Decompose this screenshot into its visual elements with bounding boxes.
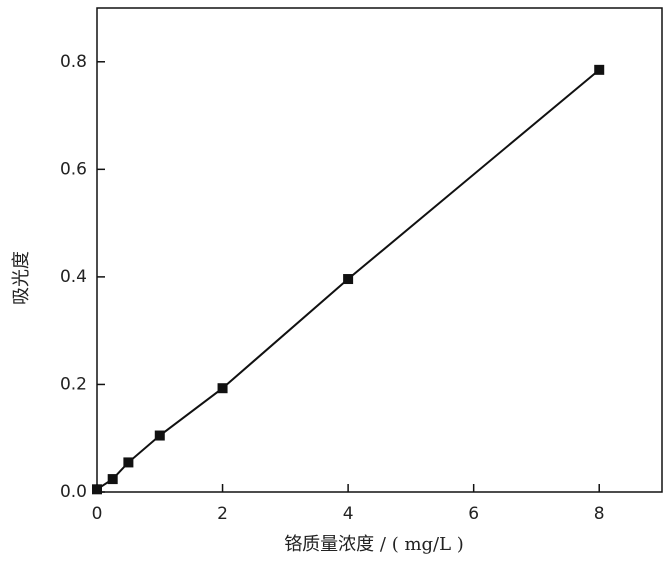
y-tick-label: 0.2 [60,374,87,394]
data-point [107,474,118,485]
data-point [594,64,605,75]
x-axis-title: 铬质量浓度 / ( mg/L ) [284,534,464,555]
plot-frame [96,7,663,493]
y-tick-label: 0.4 [60,267,87,287]
x-tick-label: 0 [92,504,103,524]
y-tick-label: 0.8 [60,52,87,72]
data-point [217,383,228,394]
data-point [92,484,102,495]
y-tick-label: 0.0 [60,482,87,502]
data-point [123,457,134,468]
x-tick-label: 4 [343,504,354,524]
data-point [343,274,354,285]
data-point [154,430,165,441]
y-tick-label: 0.6 [60,159,87,179]
x-tick-label: 8 [594,504,605,524]
x-tick-label: 6 [468,504,479,524]
y-axis-title: 吸光度 [11,251,32,305]
x-tick-label: 2 [217,504,228,524]
